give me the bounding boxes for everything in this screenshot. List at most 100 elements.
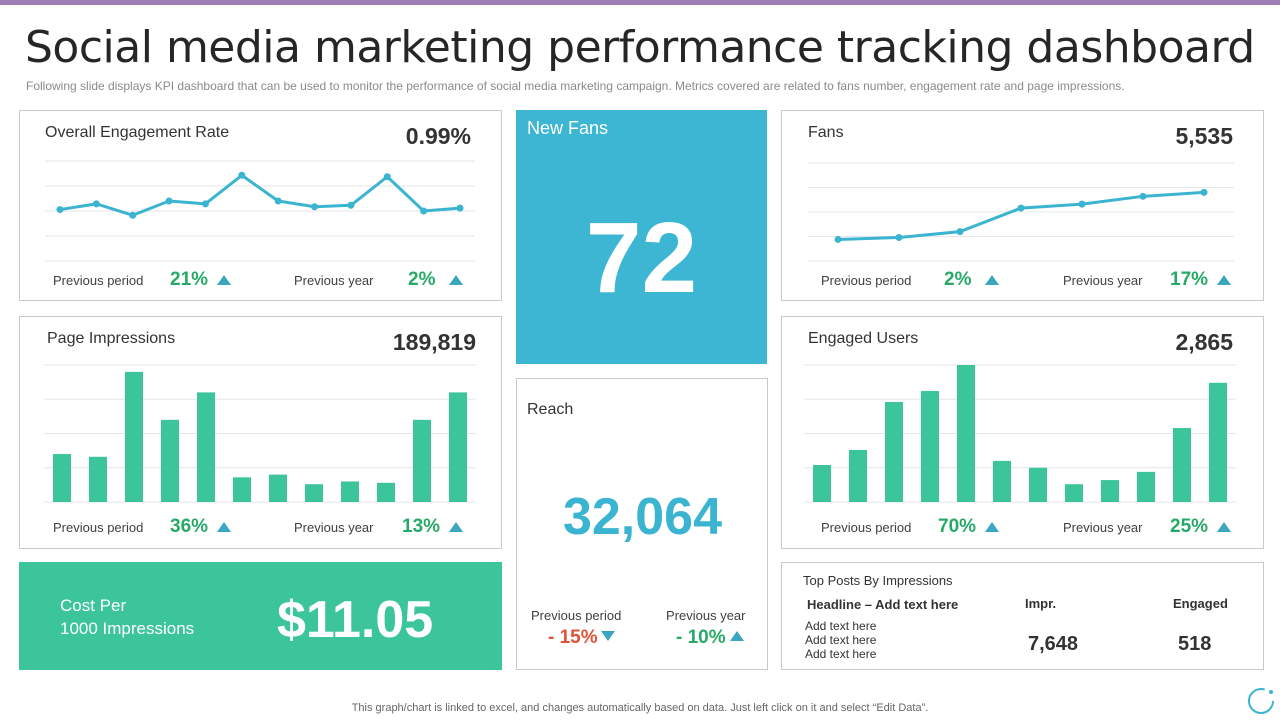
engagement-prev-period-pct: 21% xyxy=(170,269,209,290)
engaged-users-card[interactable]: Engaged Users 2,865 Previous period 70% … xyxy=(781,316,1264,549)
top-accent-bar xyxy=(0,0,1280,5)
fans-point xyxy=(1139,192,1147,200)
fans-point xyxy=(956,228,964,236)
engagement-series-line xyxy=(59,173,461,217)
impressions-bar xyxy=(161,419,179,502)
reach-prev-period-pct: - 15% xyxy=(548,627,598,648)
top-posts-col-engaged: Engaged xyxy=(1173,596,1228,611)
engaged-users-bar xyxy=(885,401,903,502)
impressions-bar xyxy=(53,454,71,502)
reach-value: 32,064 xyxy=(562,488,723,546)
impressions-prev-period-pct: 36% xyxy=(170,516,209,537)
engaged-users-bar xyxy=(1137,471,1155,502)
cost-label-line2: 1000 Impressions xyxy=(60,619,195,638)
fans-prev-year-up-icon xyxy=(1217,275,1231,285)
fans-prev-period-label: Previous period xyxy=(821,273,912,288)
engagement-point xyxy=(92,200,100,208)
engagement-prev-period-label: Previous period xyxy=(53,273,144,288)
engaged-users-prev-year-label: Previous year xyxy=(1063,520,1143,535)
fans-prev-year-label: Previous year xyxy=(1063,273,1143,288)
top-posts-card[interactable]: Top Posts By Impressions Headline – Add … xyxy=(781,562,1264,670)
fans-prev-year-pct: 17% xyxy=(1170,269,1209,290)
impressions-card[interactable]: Page Impressions 189,819 Previous period… xyxy=(19,316,502,549)
reach-card[interactable]: Reach 32,064 Previous period - 15% Previ… xyxy=(516,378,768,670)
impressions-bar xyxy=(377,482,395,502)
fans-point xyxy=(1078,200,1086,208)
footer-note: This graph/chart is linked to excel, and… xyxy=(351,702,929,714)
cost-label: Cost Per 1000 Impressions xyxy=(60,594,194,640)
fans-point xyxy=(834,235,842,243)
engaged-users-bar xyxy=(849,449,867,502)
engaged-users-bar xyxy=(1065,484,1083,502)
impressions-bar xyxy=(449,392,467,502)
impressions-bar xyxy=(269,474,287,502)
engaged-users-bar xyxy=(957,365,975,502)
engagement-point xyxy=(456,204,464,212)
engagement-point xyxy=(238,171,246,179)
reach-title: Reach xyxy=(527,401,574,418)
reach-prev-period-label: Previous period xyxy=(531,608,622,623)
new-fans-card[interactable]: New Fans 72 xyxy=(516,110,767,364)
engagement-point xyxy=(201,200,209,208)
engagement-point xyxy=(56,206,64,214)
fans-prev-period-pct: 2% xyxy=(944,269,972,290)
fans-title: Fans xyxy=(808,124,844,141)
engagement-point xyxy=(129,211,137,219)
impressions-title: Page Impressions xyxy=(47,330,176,347)
engaged-users-bar xyxy=(921,391,939,502)
engaged-users-prev-period-pct: 70% xyxy=(938,516,977,537)
engagement-prev-year-pct: 2% xyxy=(408,269,436,290)
reach-prev-year-pct: - 10% xyxy=(676,627,726,648)
engagement-prev-year-up-icon xyxy=(449,275,463,285)
impressions-prev-period-up-icon xyxy=(217,522,231,532)
page-title: Social media marketing performance track… xyxy=(25,22,1255,73)
reach-prev-year-up-icon xyxy=(730,631,744,641)
impressions-bar xyxy=(413,419,431,502)
engaged-users-bar xyxy=(1101,480,1119,502)
impressions-bar xyxy=(305,484,323,502)
fans-line-chart xyxy=(808,162,1234,262)
fans-prev-period-up-icon xyxy=(985,275,999,285)
top-posts-title: Top Posts By Impressions xyxy=(803,573,953,588)
fans-series-line xyxy=(837,190,1205,241)
new-fans-title: New Fans xyxy=(527,118,609,138)
impressions-bar-chart xyxy=(44,364,476,503)
engaged-users-title: Engaged Users xyxy=(808,330,919,347)
engagement-card[interactable]: Overall Engagement Rate 0.99% Previous p… xyxy=(19,110,502,301)
impressions-prev-year-up-icon xyxy=(449,522,463,532)
impressions-prev-year-label: Previous year xyxy=(294,520,374,535)
engagement-title: Overall Engagement Rate xyxy=(45,124,230,141)
impressions-prev-year-pct: 13% xyxy=(402,516,441,537)
impressions-bar xyxy=(233,477,251,502)
impressions-bar xyxy=(89,456,107,502)
engaged-users-prev-period-label: Previous period xyxy=(821,520,912,535)
new-fans-value: 72 xyxy=(585,202,698,314)
engagement-point xyxy=(420,207,428,215)
engaged-users-prev-year-pct: 25% xyxy=(1170,516,1209,537)
engaged-users-bar xyxy=(1173,428,1191,502)
top-posts-impr-value: 7,648 xyxy=(1028,633,1079,655)
top-posts-col-impr: Impr. xyxy=(1025,596,1057,611)
engagement-point xyxy=(311,203,319,211)
reach-prev-period-down-icon xyxy=(601,631,615,641)
engaged-users-bar xyxy=(993,460,1011,502)
engaged-users-prev-year-up-icon xyxy=(1217,522,1231,532)
reach-prev-year-label: Previous year xyxy=(666,608,746,623)
refresh-logo-icon xyxy=(1248,688,1274,714)
fans-point xyxy=(1017,204,1025,212)
cost-per-1000-card[interactable]: Cost Per 1000 Impressions $11.05 xyxy=(19,562,502,670)
engaged-users-prev-period-up-icon xyxy=(985,522,999,532)
engagement-point xyxy=(383,173,391,181)
top-posts-row: Add text here xyxy=(805,633,877,647)
fans-card[interactable]: Fans 5,535 Previous period 2% Previous y… xyxy=(781,110,1264,301)
top-posts-row: Add text here xyxy=(805,619,877,633)
engaged-users-bar-chart xyxy=(804,364,1236,503)
engaged-users-bar xyxy=(813,465,831,502)
engagement-prev-year-label: Previous year xyxy=(294,273,374,288)
impressions-value: 189,819 xyxy=(392,329,476,355)
fans-value: 5,535 xyxy=(1175,123,1233,149)
engagement-point xyxy=(274,197,282,205)
top-posts-row: Add text here xyxy=(805,647,877,661)
engaged-users-bar xyxy=(1209,382,1227,502)
top-posts-col-headline: Headline – Add text here xyxy=(807,597,959,612)
